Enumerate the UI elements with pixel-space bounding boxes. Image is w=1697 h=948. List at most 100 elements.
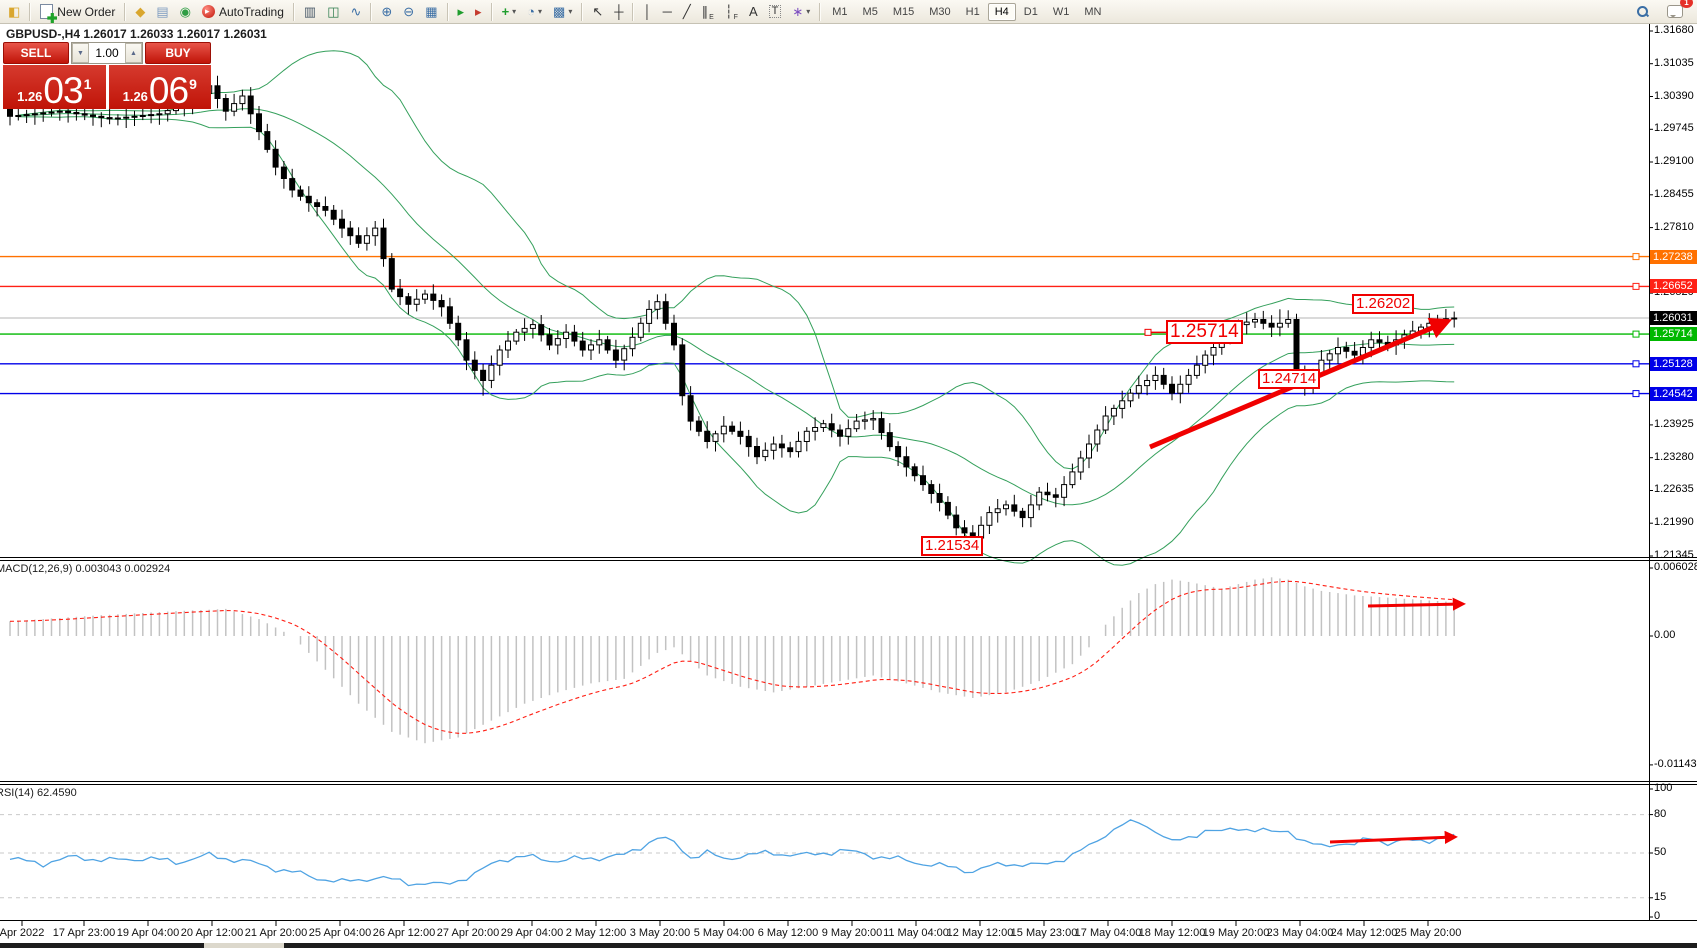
- horizontal-line-icon[interactable]: ─: [658, 1, 677, 22]
- time-axis-label: 24 May 12:00: [1330, 927, 1398, 939]
- volume-spinner: ▼ 1.00 ▲: [71, 42, 143, 64]
- text-icon[interactable]: A: [744, 1, 763, 22]
- line-chart-icon[interactable]: ∿: [345, 1, 366, 22]
- rsi-axis-tick: 50: [1654, 846, 1667, 858]
- bar-chart-icon: ▥: [303, 4, 317, 19]
- line-chart-icon: ∿: [350, 4, 362, 19]
- fibonacci-icon[interactable]: ┆ F: [720, 1, 743, 22]
- volume-decrease-button[interactable]: ▼: [72, 43, 89, 63]
- horizontal-scrollbar[interactable]: [0, 943, 1697, 948]
- rsi-indicator-label: RSI(14) 62.4590: [0, 787, 77, 799]
- search-icon: [1636, 5, 1649, 18]
- scrollbar-thumb[interactable]: [204, 943, 284, 948]
- price-callout[interactable]: 1.21534: [921, 536, 984, 556]
- tile-windows-icon[interactable]: ▦: [420, 1, 442, 22]
- timeframe-m1[interactable]: M1: [832, 5, 848, 18]
- sell-price-sup: 1: [83, 76, 92, 92]
- price-axis-tick: 1.29100: [1654, 155, 1694, 168]
- vertical-line-icon: │: [643, 4, 652, 19]
- candlestick-chart-icon: ◫: [327, 4, 340, 19]
- price-axis-tick: 1.21345: [1654, 549, 1694, 561]
- toolbar-separator: [292, 2, 295, 21]
- market-watch-icon[interactable]: ◆: [130, 1, 150, 22]
- auto-scroll-icon[interactable]: ▸: [453, 1, 470, 22]
- toolbar-separator: [632, 2, 635, 21]
- timeframe-mn[interactable]: MN: [1084, 5, 1102, 18]
- buy-price-display[interactable]: 1.26 06 9: [108, 65, 211, 109]
- search-button[interactable]: [1631, 1, 1654, 22]
- trendline-icon: ╱: [682, 4, 691, 19]
- volume-increase-button[interactable]: ▲: [125, 43, 142, 63]
- rsi-axis-tick: 15: [1654, 890, 1667, 903]
- tile-windows-icon: ▦: [425, 4, 438, 19]
- horizontal-line-icon: ─: [662, 4, 672, 19]
- rsi-axis-tick: 100: [1654, 782, 1673, 794]
- timeframe-h1[interactable]: H1: [965, 5, 980, 18]
- notification-badge: 1: [1680, 0, 1693, 8]
- rsi-axis-tick: 80: [1654, 807, 1667, 820]
- autotrading-button-label: AutoTrading: [218, 4, 284, 19]
- timeframe-m5[interactable]: M5: [862, 5, 878, 18]
- toolbar-separator: [490, 2, 493, 21]
- buy-button[interactable]: BUY: [145, 42, 211, 64]
- hline-price-box: 1.27238: [1650, 249, 1697, 264]
- fibonacci-icon: ┆: [724, 4, 733, 19]
- zoom-in-icon: ⊕: [381, 4, 393, 19]
- time-axis-label: 21 Apr 20:00: [244, 927, 308, 939]
- timeframe-m15[interactable]: M15: [892, 5, 915, 18]
- dropdown-caret-icon: ▾: [512, 7, 517, 16]
- price-callout[interactable]: 1.25714: [1166, 320, 1243, 344]
- timeframe-w1[interactable]: W1: [1052, 5, 1070, 18]
- sell-button[interactable]: SELL: [3, 42, 69, 64]
- macd-histogram: [9, 577, 1455, 744]
- trendline-icon[interactable]: ╱: [678, 1, 696, 22]
- macd-signal-line: [9, 580, 1455, 734]
- bar-chart-icon[interactable]: ▥: [299, 1, 321, 22]
- timeframe-m30[interactable]: M30: [929, 5, 951, 18]
- crosshair-button[interactable]: ┼: [609, 1, 628, 22]
- zoom-in-icon[interactable]: ⊕: [376, 1, 397, 22]
- text-label-icon[interactable]: T: [764, 1, 787, 22]
- fibonacci-icon-sub: F: [733, 14, 738, 21]
- clipped-icon[interactable]: ◧: [3, 1, 25, 22]
- templates-button[interactable]: ▩ ▾: [548, 1, 577, 22]
- price-axis-tick: 1.23925: [1654, 417, 1694, 430]
- sell-price-display[interactable]: 1.26 03 1: [3, 65, 106, 109]
- toolbar-separator: [581, 2, 584, 21]
- price-axis-tick: 1.31680: [1654, 23, 1694, 36]
- timeframe-h4[interactable]: H4: [987, 2, 1016, 21]
- zoom-out-icon[interactable]: ⊖: [398, 1, 419, 22]
- autotrading-button[interactable]: AutoTrading: [197, 1, 289, 22]
- arrows-button[interactable]: ∗ ▾: [787, 1, 815, 22]
- horizontal-lines[interactable]: [0, 253, 1649, 398]
- price-callout[interactable]: 1.24714: [1258, 369, 1321, 389]
- hline-price-box: 1.25128: [1650, 356, 1697, 371]
- periods-button[interactable]: ◔ ▾: [522, 1, 547, 22]
- cursor-button[interactable]: ↖: [587, 1, 608, 22]
- rsi-level-lines: [0, 814, 1649, 899]
- price-axis-tick: 1.22635: [1654, 483, 1694, 496]
- toolbar-separator: [819, 2, 822, 21]
- price-axis-tick: 1.23280: [1654, 450, 1694, 463]
- timeframe-d1[interactable]: D1: [1023, 5, 1038, 18]
- chart-shift-icon[interactable]: ▸: [470, 1, 487, 22]
- volume-value[interactable]: 1.00: [95, 46, 119, 60]
- price-callout[interactable]: 1.26202: [1352, 294, 1415, 314]
- candlestick-chart-icon[interactable]: ◫: [322, 1, 344, 22]
- rsi-line: [9, 819, 1455, 887]
- one-click-trading-panel: SELL ▼ 1.00 ▲ BUY 1.26 03 1 1.26 06 9: [3, 42, 211, 109]
- data-window-icon[interactable]: ▤: [151, 1, 173, 22]
- rsi-axis-tick: 0: [1654, 910, 1661, 922]
- vertical-line-icon[interactable]: │: [638, 1, 656, 22]
- signals-icon[interactable]: ◉: [175, 1, 196, 22]
- equidistant-channel-icon[interactable]: ∥ E: [697, 1, 719, 22]
- add-indicator-button[interactable]: + ▾: [497, 1, 522, 22]
- time-axis-label: 11 May 04:00: [883, 927, 949, 939]
- notifications-button[interactable]: 1: [1662, 0, 1693, 22]
- macd-axis-tick: 0.00: [1654, 629, 1676, 641]
- new-order-button[interactable]: New Order: [35, 1, 120, 23]
- rsi-arrow: [1329, 830, 1458, 844]
- panel-borders: [0, 24, 1697, 921]
